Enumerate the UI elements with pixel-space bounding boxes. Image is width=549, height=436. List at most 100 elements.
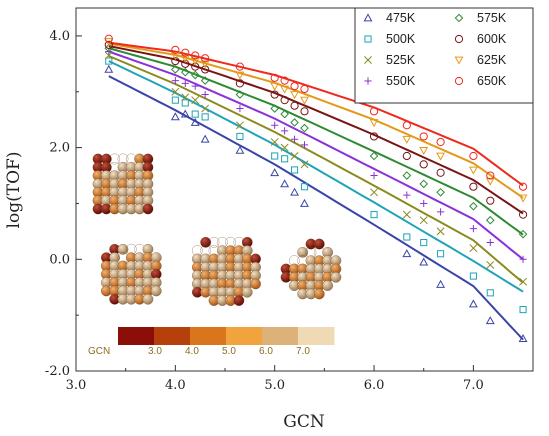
data-point-575K [419, 179, 429, 189]
data-point-575K [469, 201, 478, 211]
data-point-475K [270, 168, 280, 177]
data-point-550K [191, 82, 199, 90]
data-point-650K [290, 82, 299, 91]
fit-line-525K [108, 55, 524, 284]
data-point-550K [420, 199, 428, 208]
data-point-600K [201, 65, 210, 74]
data-point-600K [181, 59, 190, 68]
data-point-575K [518, 229, 528, 239]
legend-marker-575K [454, 13, 464, 23]
data-point-625K [200, 60, 210, 69]
data-point-550K [403, 191, 411, 199]
fit-lines [108, 41, 524, 341]
y-tick-label: 0.0 [49, 252, 70, 267]
data-point-625K [300, 96, 309, 105]
data-point-550K [290, 135, 299, 143]
data-point-550K [300, 141, 309, 149]
data-point-600K [280, 96, 289, 105]
data-point-575K [436, 187, 445, 197]
data-point-550K [486, 238, 494, 247]
data-point-475K [485, 316, 495, 325]
legend-label-650K: 650K [477, 74, 507, 88]
data-point-525K [171, 87, 180, 96]
legend-marker-550K [364, 77, 372, 85]
data-point-650K [191, 51, 200, 60]
data-point-500K [519, 306, 527, 314]
data-point-650K [486, 171, 495, 180]
data-point-600K [486, 196, 495, 205]
fit-line-500K [108, 60, 524, 293]
data-point-650K [300, 84, 309, 94]
data-point-625K [485, 177, 495, 186]
data-point-575K [171, 65, 180, 74]
data-point-475K [300, 198, 309, 207]
data-point-550K [469, 224, 477, 233]
data-point-550K [437, 208, 445, 216]
data-point-475K [419, 257, 429, 266]
data-point-475K [290, 187, 300, 196]
data-point-525K [469, 244, 478, 253]
colorbar-cell [298, 327, 335, 345]
legend-label-525K: 525K [386, 53, 416, 67]
y-tick-label: 2.0 [49, 141, 70, 156]
data-point-650K [270, 73, 279, 82]
data-point-550K [236, 104, 244, 113]
legend-label-475K: 475K [386, 11, 416, 25]
fit-line-550K [108, 50, 524, 261]
nanoparticle-cube [92, 153, 154, 215]
data-point-600K [290, 101, 299, 110]
fit-line-625K [108, 42, 524, 199]
data-point-500K [469, 272, 477, 280]
data-point-550K [271, 121, 279, 129]
data-point-550K [370, 171, 378, 180]
fit-line-600K [108, 45, 524, 215]
data-point-500K [171, 96, 179, 104]
data-point-500K [403, 233, 411, 241]
data-point-575K [290, 118, 299, 127]
colorbar-tick-label: 5.0 [222, 346, 236, 357]
data-point-525K [370, 188, 378, 197]
axis-ticks [75, 35, 474, 372]
data-point-625K [518, 194, 528, 203]
data-point-500K [201, 113, 209, 121]
legend-marker-625K [454, 56, 464, 65]
x-tick-label: 4.0 [165, 378, 186, 393]
data-point-625K [180, 54, 190, 63]
tick-labels: 3.0 4.0 5.0 6.0 7.0 -2.0 0.0 2.0 4.0 [45, 29, 484, 393]
x-tick-label: 6.0 [364, 378, 385, 393]
data-point-650K [280, 76, 289, 85]
data-point-500K [281, 155, 289, 163]
x-axis-title: GCN [283, 412, 325, 432]
data-point-575K [300, 123, 309, 133]
data-point-625K [468, 166, 478, 175]
legend-marker-475K [363, 13, 373, 22]
data-point-625K [402, 135, 412, 144]
data-point-525K [419, 216, 428, 225]
legend-label-550K: 550K [386, 74, 416, 88]
data-point-625K [369, 119, 379, 128]
colorbar-tick-label: 4.0 [185, 346, 199, 357]
data-point-500K [105, 57, 113, 65]
data-point-575K [270, 104, 280, 113]
data-point-650K [181, 48, 190, 57]
legend-label-625K: 625K [477, 53, 507, 67]
colorbar-tick-label: 7.0 [296, 346, 310, 357]
data-point-625K [270, 82, 280, 91]
data-point-575K [280, 109, 289, 119]
data-point-525K [436, 227, 445, 236]
colorbar-tick-label: 3.0 [148, 346, 162, 357]
data-point-525K [280, 143, 289, 152]
data-point-500K [420, 238, 428, 247]
data-point-500K [486, 289, 494, 297]
data-point-650K [369, 107, 379, 116]
data-point-500K [437, 250, 445, 258]
data-point-550K [181, 79, 189, 87]
legend-box [354, 7, 534, 104]
data-point-600K [270, 90, 279, 99]
y-axis-title: log(TOF) [4, 152, 24, 229]
data-point-550K [201, 90, 209, 99]
legend: 475K 500K 525K 550K 575K 600K 625K 650K [354, 7, 534, 104]
nanoparticle-inset-images [92, 153, 342, 306]
data-point-475K [200, 134, 210, 143]
data-point-500K [291, 166, 299, 174]
